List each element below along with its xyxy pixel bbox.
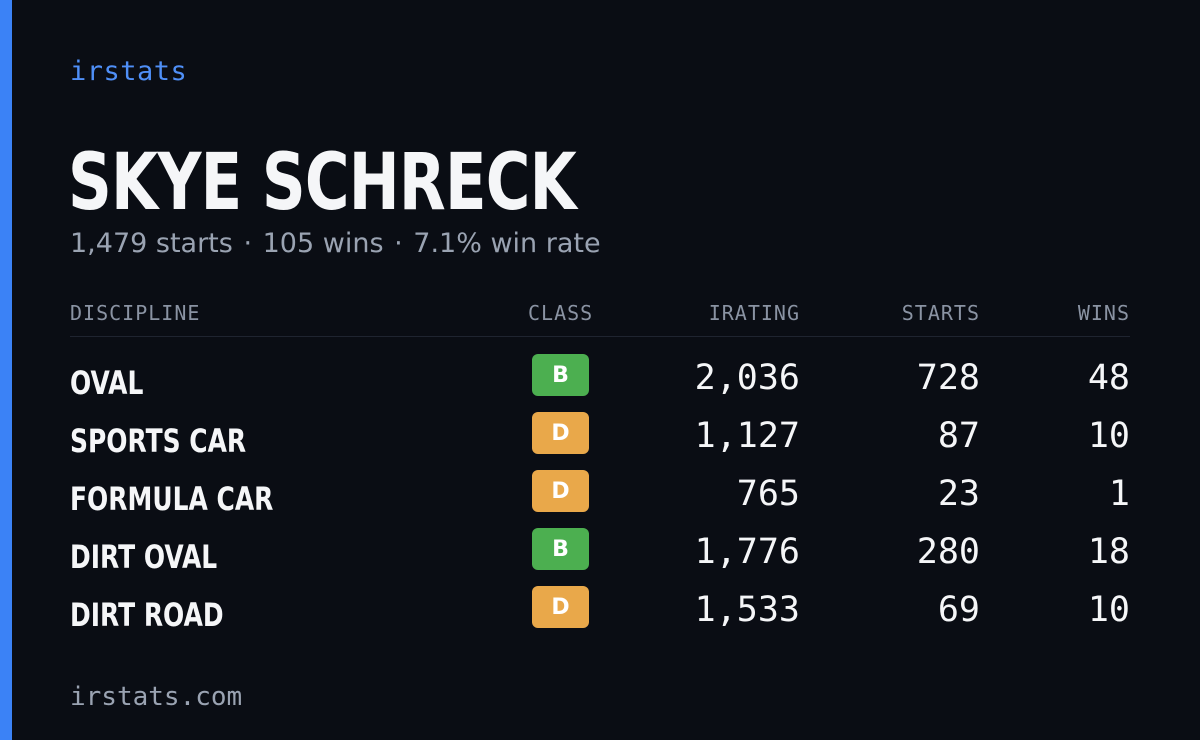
wins-value: 18 <box>1087 532 1130 572</box>
brand-logo: irstats <box>70 56 188 87</box>
class-badge: B <box>532 354 589 396</box>
class-badge: D <box>532 412 589 454</box>
footer-url[interactable]: irstats.com <box>70 682 243 712</box>
class-badge: D <box>532 470 589 512</box>
irating-value: 1,127 <box>694 416 800 456</box>
discipline-name: FORMULA CAR <box>70 480 274 518</box>
driver-summary: 1,479 starts · 105 wins · 7.1% win rate <box>70 228 601 259</box>
class-badge: D <box>532 586 589 628</box>
separator: · <box>394 228 403 259</box>
starts-value: 23 <box>937 474 980 514</box>
table-row: DIRT ROAD D 1,533 69 10 <box>70 582 1130 640</box>
discipline-table: OVAL B 2,036 728 48 SPORTS CAR D 1,127 8… <box>70 350 1130 640</box>
wins-value: 10 <box>1087 590 1130 630</box>
starts-value: 87 <box>937 416 980 456</box>
starts-value: 69 <box>937 590 980 630</box>
table-row: FORMULA CAR D 765 23 1 <box>70 466 1130 524</box>
discipline-name: DIRT OVAL <box>70 538 218 576</box>
discipline-name: OVAL <box>70 364 144 402</box>
win-rate: 7.1% win rate <box>413 228 601 259</box>
starts-value: 280 <box>916 532 980 572</box>
discipline-name: SPORTS CAR <box>70 422 247 460</box>
table-row: OVAL B 2,036 728 48 <box>70 350 1130 408</box>
header-wins: WINS <box>1077 301 1130 325</box>
class-badge: B <box>532 528 589 570</box>
starts-value: 728 <box>916 358 980 398</box>
table-row: DIRT OVAL B 1,776 280 18 <box>70 524 1130 582</box>
header-discipline: DISCIPLINE <box>70 301 201 325</box>
wins-value: 1 <box>1108 474 1130 514</box>
irating-value: 1,533 <box>694 590 800 630</box>
table-row: SPORTS CAR D 1,127 87 10 <box>70 408 1130 466</box>
wins-value: 48 <box>1087 358 1130 398</box>
discipline-name: DIRT ROAD <box>70 596 224 634</box>
header-irating: IRATING <box>708 301 800 325</box>
header-starts: STARTS <box>901 301 980 325</box>
header-class: CLASS <box>528 301 594 325</box>
total-wins: 105 wins <box>262 228 384 259</box>
accent-bar <box>0 0 12 740</box>
irating-value: 765 <box>736 474 800 514</box>
wins-value: 10 <box>1087 416 1130 456</box>
irating-value: 1,776 <box>694 532 800 572</box>
separator: · <box>243 228 253 259</box>
driver-name: SKYE SCHRECK <box>68 138 577 228</box>
total-starts: 1,479 starts <box>70 228 233 259</box>
table-header: DISCIPLINE CLASS IRATING STARTS WINS <box>70 300 1130 337</box>
irating-value: 2,036 <box>694 358 800 398</box>
